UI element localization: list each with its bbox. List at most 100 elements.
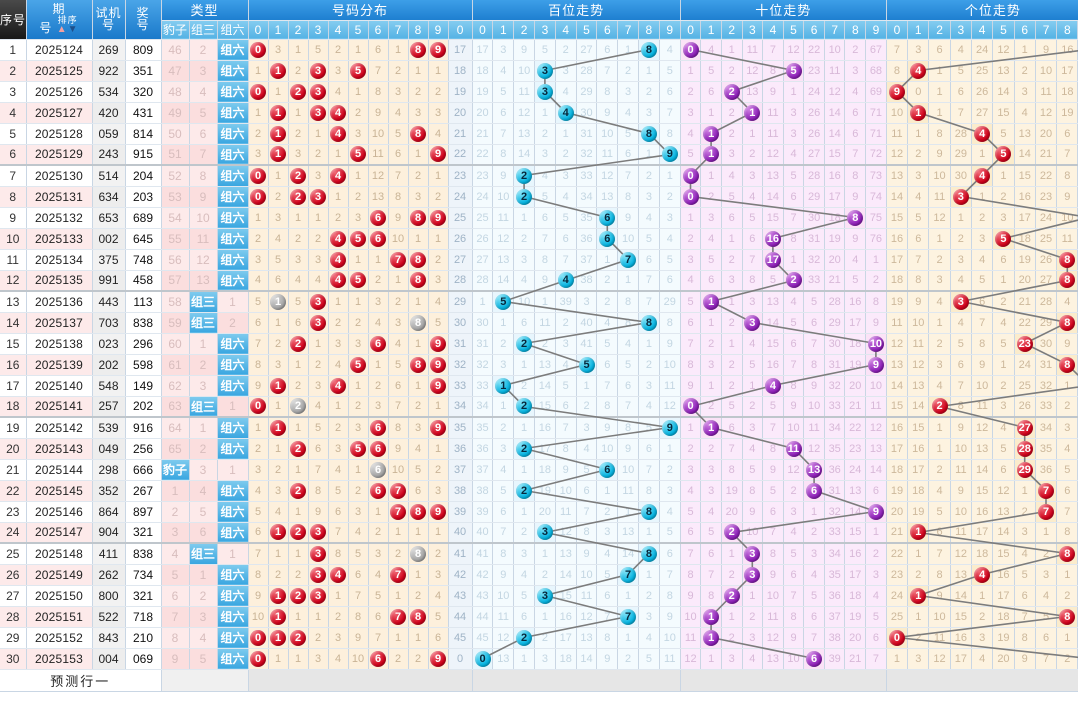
row-issue[interactable]: 2025147 [26, 522, 93, 544]
header-bai-col-7[interactable]: 7 [617, 20, 639, 40]
row-issue[interactable]: 2025129 [26, 144, 93, 166]
row-dist-8: 2 [408, 396, 429, 418]
row-bai-8: 5 [638, 648, 660, 670]
header-bai-col-5[interactable]: 5 [576, 20, 598, 40]
header-bai-col-2[interactable]: 2 [513, 20, 536, 40]
header-bai-col-1[interactable]: 1 [492, 20, 515, 40]
row-issue[interactable]: 2025144 [26, 459, 93, 481]
row-issue[interactable]: 2025148 [26, 543, 93, 565]
row-issue[interactable]: 2025138 [26, 333, 93, 355]
row-bai-7: 1 [617, 585, 639, 607]
row-issue[interactable]: 2025141 [26, 396, 93, 418]
row-issue[interactable]: 2025124 [26, 39, 93, 61]
row-issue[interactable]: 2025130 [26, 165, 93, 187]
row-issue[interactable]: 2025131 [26, 186, 93, 208]
header-shi-col-0[interactable]: 0 [680, 20, 702, 40]
header-shi-col-9[interactable]: 9 [865, 20, 887, 40]
row-issue[interactable]: 2025126 [26, 81, 93, 103]
prediction-shi-cells[interactable] [680, 669, 887, 692]
row-issue[interactable]: 2025151 [26, 606, 93, 628]
header-ge-col-5[interactable]: 5 [992, 20, 1015, 40]
row-issue[interactable]: 2025132 [26, 207, 93, 229]
header-dist-sum[interactable]: 0 [448, 20, 473, 40]
row-ge-3: 5 [950, 333, 973, 355]
sort-arrows[interactable]: ▲▼ [57, 25, 79, 35]
row-issue[interactable]: 2025134 [26, 249, 93, 271]
header-dist-col-9[interactable]: 9 [428, 20, 449, 40]
row-issue[interactable]: 2025145 [26, 480, 93, 502]
prediction-bai-cells[interactable] [472, 669, 681, 692]
header-ge-col-4[interactable]: 4 [971, 20, 994, 40]
header-shi-col-5[interactable]: 5 [783, 20, 805, 40]
header-seq[interactable]: 序号 [0, 0, 27, 40]
row-issue[interactable]: 2025135 [26, 270, 93, 292]
row-ge-0: 23 [886, 564, 909, 586]
header-issue[interactable]: 期号 排序 ▲▼ [26, 0, 93, 40]
header-type-zuliu[interactable]: 组六 [217, 20, 249, 40]
row-issue[interactable]: 2025143 [26, 438, 93, 460]
header-dist-col-2[interactable]: 2 [288, 20, 309, 40]
ball-red: 2 [290, 524, 306, 541]
row-issue[interactable]: 2025139 [26, 354, 93, 376]
ball-red: 4 [330, 272, 346, 289]
sort-control[interactable]: 排序 ▲▼ [57, 16, 79, 35]
header-ge-col-8[interactable]: 8 [1056, 20, 1078, 40]
header-bai-col-6[interactable]: 6 [596, 20, 619, 40]
sort-desc-icon[interactable]: ▼ [67, 24, 79, 36]
row-issue[interactable]: 2025136 [26, 291, 93, 313]
header-ge-col-6[interactable]: 6 [1014, 20, 1036, 40]
row-issue[interactable]: 2025153 [26, 648, 93, 670]
row-shi-4: 7 [762, 417, 784, 439]
row-bai-9: 9 [659, 417, 681, 439]
row-issue[interactable]: 2025128 [26, 123, 93, 145]
header-award-number[interactable]: 奖号 [125, 0, 162, 40]
header-dist-col-8[interactable]: 8 [408, 20, 429, 40]
header-dist-col-0[interactable]: 0 [248, 20, 269, 40]
row-issue[interactable]: 2025146 [26, 501, 93, 523]
header-ge-col-7[interactable]: 7 [1035, 20, 1058, 40]
header-test-number[interactable]: 试机号 [92, 0, 126, 40]
header-bai-col-9[interactable]: 9 [659, 20, 681, 40]
header-shi-col-3[interactable]: 3 [742, 20, 764, 40]
header-dist-col-6[interactable]: 6 [368, 20, 389, 40]
header-dist-col-3[interactable]: 3 [308, 20, 329, 40]
row-issue[interactable]: 2025150 [26, 585, 93, 607]
row-issue[interactable]: 2025142 [26, 417, 93, 439]
row-dist-0: 8 [248, 564, 269, 586]
header-shi-col-7[interactable]: 7 [824, 20, 846, 40]
header-shi-col-1[interactable]: 1 [700, 20, 722, 40]
header-ge-col-0[interactable]: 0 [886, 20, 909, 40]
header-type-baozi[interactable]: 豹子 [161, 20, 190, 40]
header-shi-col-6[interactable]: 6 [803, 20, 825, 40]
row-issue[interactable]: 2025125 [26, 60, 93, 82]
header-shi-col-8[interactable]: 8 [844, 20, 867, 40]
header-ge-col-3[interactable]: 3 [950, 20, 973, 40]
header-dist-col-5[interactable]: 5 [348, 20, 369, 40]
header-dist-col-1[interactable]: 1 [268, 20, 289, 40]
header-bai-col-3[interactable]: 3 [534, 20, 556, 40]
header-shi-col-4[interactable]: 4 [762, 20, 784, 40]
header-ge-col-1[interactable]: 1 [907, 20, 930, 40]
row-issue[interactable]: 2025127 [26, 102, 93, 124]
header-bai-col-8[interactable]: 8 [638, 20, 660, 40]
prediction-dist-cells[interactable] [248, 669, 473, 692]
header-type-zusan[interactable]: 组三 [189, 20, 218, 40]
prediction-type-cells[interactable] [161, 669, 249, 692]
header-dist-col-7[interactable]: 7 [388, 20, 409, 40]
row-issue[interactable]: 2025133 [26, 228, 93, 250]
row-issue[interactable]: 2025137 [26, 312, 93, 334]
header-dist-col-4[interactable]: 4 [328, 20, 349, 40]
row-bai-6: 12 [596, 165, 619, 187]
row-bai-3: 1 [534, 543, 556, 565]
prediction-ge-cells[interactable] [886, 669, 1078, 692]
header-bai-col-4[interactable]: 4 [555, 20, 577, 40]
header-shi-col-2[interactable]: 2 [721, 20, 743, 40]
row-issue[interactable]: 2025140 [26, 375, 93, 397]
row-issue[interactable]: 2025152 [26, 627, 93, 649]
row-bai-8: 8 [638, 501, 660, 523]
row-dist-3: 3 [308, 102, 329, 124]
header-ge-col-2[interactable]: 2 [928, 20, 951, 40]
header-bai-col-0[interactable]: 0 [472, 20, 494, 40]
row-issue[interactable]: 2025149 [26, 564, 93, 586]
sort-asc-icon[interactable]: ▲ [56, 24, 68, 36]
